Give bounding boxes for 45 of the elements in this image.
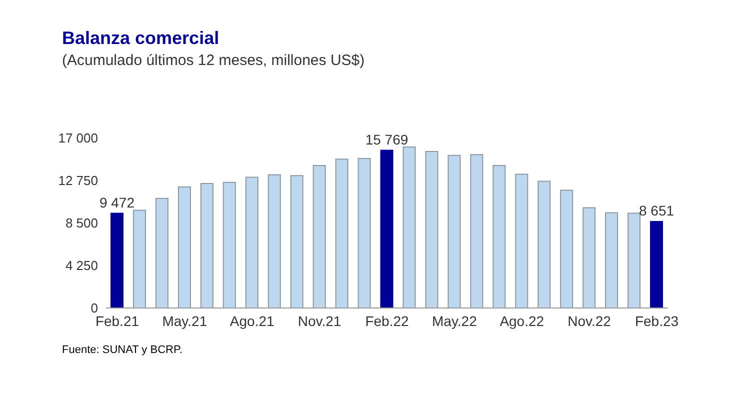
x-tick-label: Nov.21: [298, 312, 342, 329]
x-tick-label: Feb.23: [634, 312, 679, 329]
bar: [515, 174, 528, 308]
bar: [628, 212, 641, 308]
bar: [290, 175, 304, 308]
bar: [268, 174, 281, 308]
bar: [560, 190, 574, 308]
bar: [110, 212, 124, 308]
chart-subtitle: (Acumulado últimos 12 meses, millones US$): [62, 52, 365, 69]
x-tick-label: May.22: [432, 312, 478, 329]
x-tick-label: Feb.22: [365, 312, 410, 329]
y-tick-label: 17 000: [58, 130, 98, 146]
bar: [245, 176, 258, 308]
data-label: 9 472: [99, 194, 135, 210]
bar: [492, 165, 506, 308]
data-label: 15 769: [365, 131, 408, 148]
y-tick-label: 12 750: [58, 173, 98, 188]
bar: [178, 186, 191, 308]
bar: [132, 210, 146, 308]
source-note: Fuente: SUNAT y BCRP.: [62, 344, 182, 356]
bar: [470, 154, 484, 308]
chart-title: Balanza comercial: [62, 28, 220, 49]
bar: [335, 158, 348, 308]
y-tick-label: 4 250: [65, 258, 98, 274]
bar: [380, 150, 394, 308]
bar: [448, 154, 461, 308]
x-tick-label: May.21: [162, 312, 208, 329]
bar: [650, 220, 664, 308]
x-tick-label: Nov.22: [568, 312, 612, 329]
bar: [200, 183, 214, 308]
bar: [222, 182, 236, 308]
bar: [538, 180, 551, 308]
bar: [312, 165, 326, 308]
bar: [582, 207, 596, 308]
bar: [358, 158, 371, 308]
data-label: 8 651: [638, 202, 674, 218]
bar: [425, 151, 438, 308]
x-tick-label: Ago.22: [500, 312, 544, 329]
y-tick-label: 8 500: [65, 216, 98, 231]
y-tick-label: 0: [90, 300, 98, 316]
x-tick-label: Feb.21: [95, 312, 140, 329]
x-tick-label: Ago.21: [230, 312, 275, 329]
bar: [155, 198, 168, 308]
bar: [605, 212, 618, 308]
bar: [402, 146, 416, 308]
